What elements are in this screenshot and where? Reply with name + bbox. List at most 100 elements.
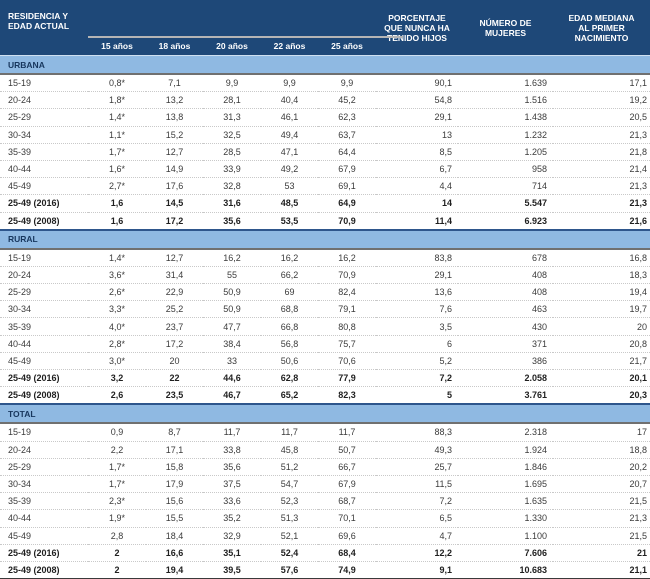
cell-value: 88,3: [376, 423, 458, 442]
row-label: 30-34: [0, 126, 88, 144]
cell-value: 21,1: [553, 561, 650, 579]
cell-value: 1.924: [458, 441, 553, 459]
cell-value: 35,1: [203, 544, 261, 562]
cell-value: 1.438: [458, 108, 553, 127]
cell-value: 62,8: [261, 369, 318, 388]
header-row-main: RESIDENCIA Y EDAD ACTUAL PORCENTAJE QUE …: [0, 0, 650, 56]
cell-value: 1,7*: [88, 475, 146, 494]
table-row: 25-49 (2016) 3,2 22 44,6 62,8 77,9 7,2 2.058 20,…: [0, 369, 650, 388]
cell-value: 50,9: [203, 300, 261, 319]
cell-value: 66,7: [318, 458, 376, 476]
cell-value: 1,4*: [88, 248, 146, 267]
cell-value: 5,2: [376, 352, 458, 371]
table-row: 15-19 0,8* 7,1 9,9 9,9 9,9 90,1 1.639 17,1: [0, 74, 650, 93]
row-label: 20-24: [0, 441, 88, 459]
table-body: URBANA 15-19 0,8* 7,1 9,9 9,9 9,9 90,1 1.639 17,1…: [0, 55, 650, 579]
cell-value: 1.330: [458, 509, 553, 528]
table-row: 40-44 1,9* 15,5 35,2 51,3 70,1 6,5 1.330 21,3: [0, 509, 650, 528]
table-row: 30-34 3,3* 25,2 50,9 68,8 79,1 7,6 463 19,7: [0, 300, 650, 319]
cell-value: 66,8: [261, 317, 318, 336]
cell-value: 14: [376, 194, 458, 213]
column-header-age-22: 22 años: [261, 36, 318, 56]
row-label: 45-49: [0, 527, 88, 545]
row-label: 35-39: [0, 317, 88, 336]
cell-value: 20: [146, 352, 203, 371]
cell-value: 20,2: [553, 458, 650, 476]
cell-value: 21,3: [553, 509, 650, 528]
cell-value: 23,5: [146, 386, 203, 405]
cell-value: 958: [458, 160, 553, 179]
cell-value: 25,7: [376, 458, 458, 476]
cell-value: 25,2: [146, 300, 203, 319]
row-label: 25-49 (2016): [0, 194, 88, 213]
section-band-total: TOTAL: [0, 403, 650, 425]
row-label: 25-29: [0, 108, 88, 127]
cell-value: 77,9: [318, 369, 376, 388]
cell-value: 70,9: [318, 266, 376, 285]
cell-value: 75,7: [318, 335, 376, 353]
table-row: 35-39 1,7* 12,7 28,5 47,1 64,4 8,5 1.205 21,8: [0, 143, 650, 161]
cell-value: 21,7: [553, 352, 650, 371]
cell-value: 0,9: [88, 423, 146, 442]
row-label: 40-44: [0, 509, 88, 528]
table-row: 25-49 (2016) 1,6 14,5 31,6 48,5 64,9 14 5.547 21…: [0, 194, 650, 213]
cell-value: 16,2: [203, 248, 261, 267]
cell-value: 21,4: [553, 160, 650, 179]
row-label: 40-44: [0, 335, 88, 353]
cell-value: 52,3: [261, 492, 318, 511]
cell-value: 57,6: [261, 561, 318, 579]
cell-value: 1.516: [458, 91, 553, 110]
table-row: 15-19 0,9 8,7 11,7 11,7 11,7 88,3 2.318 17: [0, 423, 650, 442]
row-label: 25-29: [0, 283, 88, 302]
cell-value: 2.318: [458, 423, 553, 442]
cell-value: 56,8: [261, 335, 318, 353]
cell-value: 46,7: [203, 386, 261, 405]
row-label: 25-49 (2016): [0, 544, 88, 562]
cell-value: 20,7: [553, 475, 650, 494]
cell-value: 1.635: [458, 492, 553, 511]
cell-value: 70,9: [318, 212, 376, 230]
cell-value: 16,8: [553, 248, 650, 267]
row-label: 40-44: [0, 160, 88, 179]
cell-value: 3,6*: [88, 266, 146, 285]
table-row: 20-24 3,6* 31,4 55 66,2 70,9 29,1 408 18,3: [0, 266, 650, 285]
cell-value: 15,5: [146, 509, 203, 528]
row-label: 25-49 (2008): [0, 561, 88, 579]
cell-value: 1,6: [88, 194, 146, 213]
cell-value: 386: [458, 352, 553, 371]
cell-value: 16,2: [318, 248, 376, 267]
cell-value: 53,5: [261, 212, 318, 230]
cell-value: 408: [458, 266, 553, 285]
cell-value: 69: [261, 283, 318, 302]
cell-value: 50,7: [318, 441, 376, 459]
section-title: RURAL: [0, 228, 650, 250]
header-row-ages: 15 años 18 años 20 años 22 años 25 años: [0, 36, 650, 56]
cell-value: 21,5: [553, 492, 650, 511]
row-label: 25-49 (2016): [0, 369, 88, 388]
cell-value: 1.205: [458, 143, 553, 161]
cell-value: 3,5: [376, 317, 458, 336]
column-header-age-25: 25 años: [318, 36, 376, 56]
cell-value: 8,5: [376, 143, 458, 161]
cell-value: 1,6: [88, 212, 146, 230]
cell-value: 54,8: [376, 91, 458, 110]
cell-value: 2,2: [88, 441, 146, 459]
cell-value: 21: [553, 544, 650, 562]
cell-value: 2.058: [458, 369, 553, 388]
age-group-rule: [88, 36, 403, 38]
cell-value: 21,8: [553, 143, 650, 161]
cell-value: 13,8: [146, 108, 203, 127]
cell-value: 68,4: [318, 544, 376, 562]
cell-value: 16,2: [261, 248, 318, 267]
cell-value: 1,9*: [88, 509, 146, 528]
cell-value: 6: [376, 335, 458, 353]
row-label: 30-34: [0, 475, 88, 494]
cell-value: 17,2: [146, 212, 203, 230]
cell-value: 18,8: [553, 441, 650, 459]
cell-value: 53: [261, 177, 318, 196]
cell-value: 46,1: [261, 108, 318, 127]
cell-value: 9,9: [203, 74, 261, 93]
row-label: 30-34: [0, 300, 88, 319]
